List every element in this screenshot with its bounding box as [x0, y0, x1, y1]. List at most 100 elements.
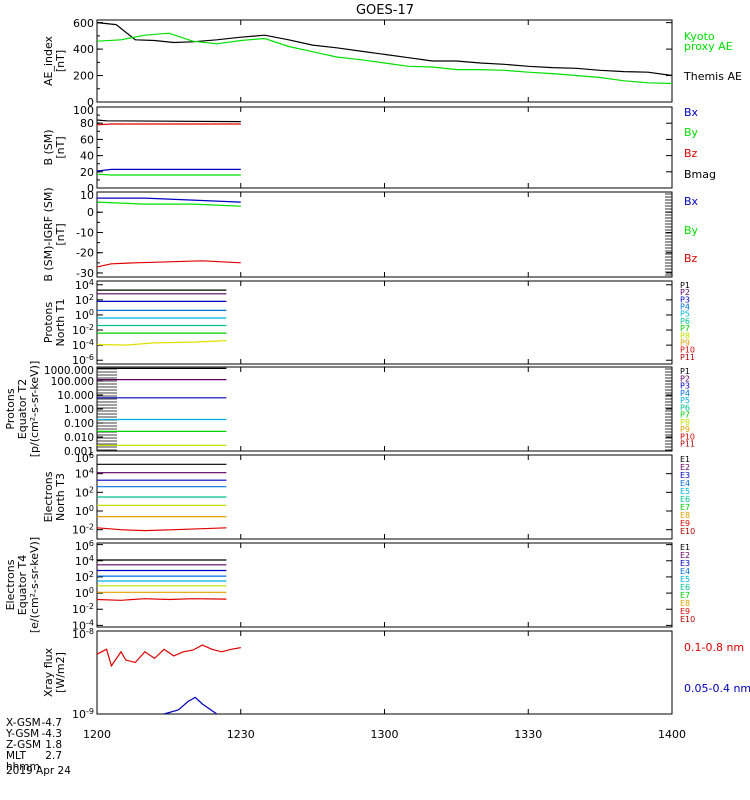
y-axis-label: North T3 [54, 473, 67, 521]
y-tick-label: -20 [76, 247, 94, 260]
legend-entry: E5 [680, 575, 690, 584]
legend-entry: E2 [680, 463, 690, 472]
legend-entry: E1 [680, 455, 690, 464]
legend-entry: P3 [680, 382, 690, 391]
y-tick-label: 10-4 [72, 618, 94, 632]
y-tick-label: 106 [75, 539, 94, 553]
x-tick-label: 1230 [227, 728, 255, 741]
y-tick-label: 1000.000 [44, 365, 94, 377]
y-axis-label: [p/(cm²-s-sr-keV)] [28, 361, 41, 458]
y-tick-label: 104 [75, 467, 94, 481]
legend-entry: P6 [680, 317, 690, 326]
legend-entry: P10 [680, 346, 695, 355]
legend-entry: E9 [680, 607, 690, 616]
legend-entry: P9 [680, 338, 690, 347]
legend-entry: P2 [680, 288, 690, 297]
legend-entry: E9 [680, 519, 690, 528]
legend-entry: E3 [680, 471, 690, 480]
legend-entry: E7 [680, 503, 690, 512]
legend-entry: Bz [684, 147, 698, 160]
legend-entry: Bx [684, 195, 699, 208]
panel-frame [96, 191, 673, 278]
legend-entry: P3 [680, 295, 690, 304]
legend-entry: P10 [680, 432, 695, 441]
legend-entry: P9 [680, 425, 690, 434]
legend-entry: E8 [680, 511, 690, 520]
x-tick-label: 1200 [83, 728, 111, 741]
legend-entry: P2 [680, 374, 690, 383]
legend-entry: E5 [680, 487, 690, 496]
y-tick-label: 10-2 [72, 602, 94, 616]
y-axis-label: AE_index [42, 35, 55, 86]
series-line-themis-ae [96, 22, 673, 77]
y-tick-label: 0.010 [64, 432, 94, 444]
y-tick-label: 100.000 [51, 376, 94, 388]
legend-entry: E10 [680, 527, 695, 536]
y-axis-label: North T1 [54, 299, 67, 347]
legend: Bx By Bz Bmag [684, 106, 716, 181]
panel-3: -30 -20 -10 0 10 B (SM)-IGRF (SM) [nT] Bx By Bz [42, 187, 699, 281]
legend-entry: P11 [680, 353, 695, 362]
legend-entry: P4 [680, 303, 690, 312]
legend-entry: proxy AE [684, 40, 733, 53]
y-tick-label: 0.001 [64, 446, 94, 458]
y-tick-label: 104 [75, 278, 94, 292]
y-tick-label: 102 [75, 570, 94, 584]
y-axis-label: [nT] [54, 136, 67, 158]
y-tick-label: 100 [75, 586, 94, 600]
y-axis-label: [e/(cm²-s-sr-keV)] [28, 537, 41, 633]
legend-entry: E2 [680, 551, 690, 560]
series-line-e9 [96, 527, 227, 532]
y-axis-label: Electrons [4, 559, 17, 610]
legend-entry: 0.05-0.4 nm [684, 682, 750, 695]
panel-frame [96, 19, 673, 103]
legend-entry: P6 [680, 403, 690, 412]
y-axis-label: B (SM)-IGRF (SM) [42, 187, 55, 281]
y-tick-label: 0 [87, 206, 94, 219]
legend-entry: By [684, 224, 699, 237]
y-axis-label: Equator T2 [16, 379, 29, 439]
legend-entry: E7 [680, 591, 690, 600]
y-tick-label: 1.000 [64, 404, 94, 416]
y-tick-label: 10.000 [57, 390, 94, 402]
legend-entry: By [684, 126, 699, 139]
y-tick-label: 10-4 [72, 338, 94, 352]
y-tick-label: 60 [80, 133, 94, 146]
y-tick-label: 0.100 [64, 418, 94, 430]
series-line-bx [96, 168, 241, 172]
x-tick-label: 1330 [514, 728, 542, 741]
legend-entry: Bmag [684, 168, 716, 181]
legend-entry: E6 [680, 495, 690, 504]
panel-frame [96, 542, 673, 628]
y-tick-label: 10-8 [72, 627, 94, 641]
panel-frame [96, 630, 673, 715]
legend-entry: P5 [680, 396, 690, 405]
y-tick-label: 0 [87, 182, 94, 195]
series-line-by [96, 173, 241, 176]
legend-entry: E1 [680, 543, 690, 552]
y-tick-label: 10 [80, 189, 94, 202]
legend-entry: Themis AE [683, 70, 742, 83]
footer: X-GSM -4.7Y-GSM -4.3Z-GSM 1.8 MLT 2.7 hhmm2019… [5, 717, 71, 777]
plot-title: GOES-17 [356, 3, 414, 18]
y-tick-label: 600 [73, 17, 94, 30]
x-tick-label: 1300 [371, 728, 399, 741]
footer-value: -4.3 [42, 728, 63, 740]
panel-frame [96, 106, 673, 189]
legend-entry: P8 [680, 331, 690, 340]
series-line-bmag [96, 119, 241, 123]
legend: Bx By Bz [684, 195, 699, 265]
y-tick-label: 100 [75, 504, 94, 518]
series-line-e9 [96, 598, 227, 601]
y-tick-label: -30 [76, 267, 94, 280]
legend-entry: Kyoto [684, 30, 715, 43]
y-tick-label: 10-6 [72, 353, 94, 367]
series-line-by [96, 201, 241, 207]
